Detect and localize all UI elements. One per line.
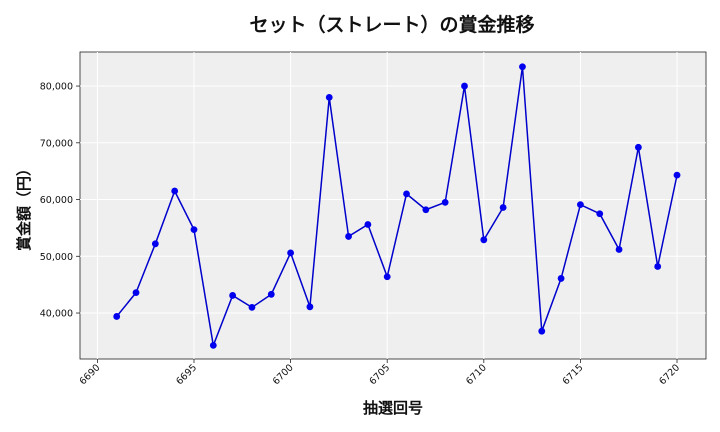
grid-lines bbox=[80, 52, 706, 359]
data-point bbox=[673, 171, 681, 179]
data-point bbox=[403, 190, 410, 198]
data-point bbox=[519, 63, 526, 71]
data-point bbox=[229, 292, 237, 299]
y-axis-ticks: 40,000 50,000 60,000 70,000 80,000 bbox=[40, 82, 80, 320]
y-tick-label: 50,000 bbox=[40, 252, 73, 263]
data-point bbox=[287, 249, 294, 257]
data-point bbox=[383, 273, 391, 281]
x-tick-label: 6715 bbox=[561, 362, 586, 387]
data-point bbox=[190, 226, 198, 234]
data-point bbox=[325, 93, 333, 101]
data-point bbox=[499, 204, 507, 211]
y-tick-label: 70,000 bbox=[40, 138, 73, 149]
chart-title: セット（ストレート）の賞金推移 bbox=[249, 13, 534, 36]
data-point bbox=[577, 201, 584, 209]
x-tick-label: 6720 bbox=[657, 362, 682, 387]
data-point bbox=[113, 313, 121, 320]
x-tick-label: 6700 bbox=[271, 362, 296, 387]
y-axis-label: 賞金額（円） bbox=[15, 161, 33, 251]
y-tick-label: 80,000 bbox=[40, 82, 73, 93]
y-tick-label: 60,000 bbox=[40, 195, 73, 206]
data-point bbox=[248, 303, 256, 311]
x-tick-label: 6695 bbox=[174, 362, 199, 387]
data-point bbox=[538, 327, 546, 335]
x-tick-label: 6690 bbox=[78, 362, 103, 387]
x-axis-label: 抽選回号 bbox=[363, 399, 423, 417]
x-tick-label: 6705 bbox=[367, 362, 392, 387]
plot-area bbox=[79, 51, 707, 360]
data-point bbox=[132, 289, 140, 297]
x-tick-label: 6710 bbox=[464, 362, 489, 387]
data-point bbox=[461, 82, 468, 90]
data-point bbox=[634, 143, 642, 151]
data-point bbox=[171, 187, 179, 195]
data-point bbox=[364, 221, 372, 228]
data-point bbox=[306, 303, 314, 311]
data-point bbox=[480, 236, 488, 244]
x-axis-ticks: 6690 6695 6700 6705 6710 6715 6720 bbox=[78, 359, 682, 387]
data-point bbox=[557, 275, 565, 282]
data-point bbox=[151, 240, 159, 248]
y-tick-label: 40,000 bbox=[40, 309, 73, 320]
data-point bbox=[209, 341, 217, 349]
series-line bbox=[116, 66, 678, 349]
data-points bbox=[113, 63, 681, 349]
data-point bbox=[654, 263, 662, 270]
data-point bbox=[615, 246, 623, 253]
data-point bbox=[267, 290, 275, 298]
data-point bbox=[345, 233, 352, 240]
data-point bbox=[596, 210, 604, 218]
data-point bbox=[441, 198, 449, 206]
data-point bbox=[422, 206, 430, 214]
